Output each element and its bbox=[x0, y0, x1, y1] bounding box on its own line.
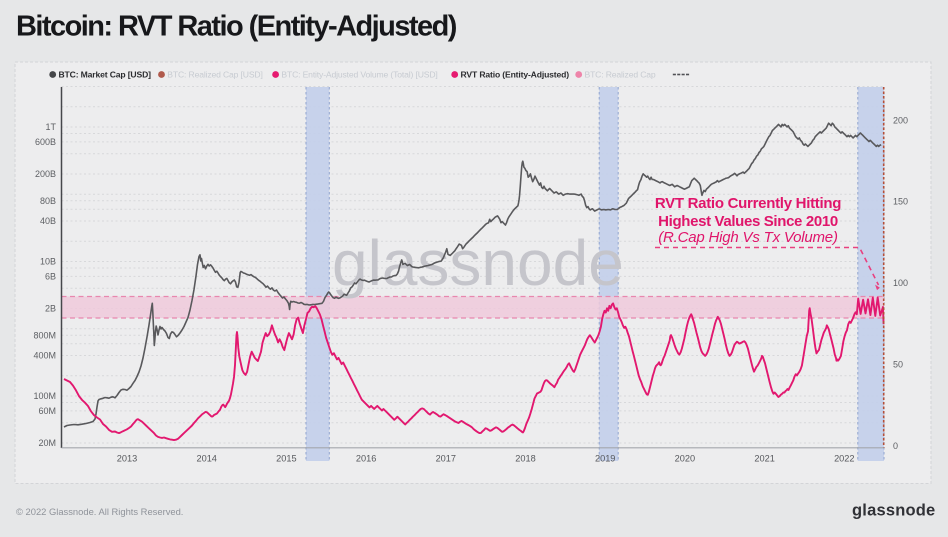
svg-text:100: 100 bbox=[893, 278, 908, 288]
svg-text:BTC: Realized Cap: BTC: Realized Cap bbox=[585, 70, 656, 80]
svg-text:2014: 2014 bbox=[196, 454, 216, 464]
svg-text:RVT Ratio (Entity-Adjusted): RVT Ratio (Entity-Adjusted) bbox=[461, 70, 570, 80]
svg-text:2017: 2017 bbox=[436, 454, 456, 464]
svg-text:glassnode: glassnode bbox=[852, 502, 935, 520]
svg-text:50: 50 bbox=[893, 360, 903, 370]
svg-text:glassnode: glassnode bbox=[332, 227, 624, 299]
svg-text:Bitcoin: RVT Ratio (Entity-Adj: Bitcoin: RVT Ratio (Entity-Adjusted) bbox=[16, 11, 457, 43]
svg-text:2019: 2019 bbox=[595, 454, 615, 464]
svg-text:RVT Ratio Currently Hitting: RVT Ratio Currently Hitting bbox=[655, 195, 841, 212]
svg-text:2018: 2018 bbox=[515, 454, 535, 464]
svg-text:2022: 2022 bbox=[834, 454, 854, 464]
svg-text:2020: 2020 bbox=[675, 454, 695, 464]
svg-text:BTC: Market Cap [USD]: BTC: Market Cap [USD] bbox=[59, 70, 152, 80]
svg-text:© 2022 Glassnode. All Rights R: © 2022 Glassnode. All Rights Reserved. bbox=[16, 506, 183, 517]
svg-text:2015: 2015 bbox=[276, 454, 296, 464]
svg-text:200: 200 bbox=[893, 116, 908, 126]
svg-text:80B: 80B bbox=[40, 196, 56, 206]
svg-text:2021: 2021 bbox=[754, 454, 774, 464]
svg-text:400M: 400M bbox=[33, 351, 56, 361]
svg-text:BTC: Realized Cap [USD]: BTC: Realized Cap [USD] bbox=[167, 70, 262, 80]
svg-text:10B: 10B bbox=[40, 257, 56, 267]
svg-text:60M: 60M bbox=[38, 406, 56, 416]
svg-text:2016: 2016 bbox=[356, 454, 376, 464]
svg-text:(R.Cap High Vs Tx Volume): (R.Cap High Vs Tx Volume) bbox=[658, 229, 838, 246]
svg-text:2B: 2B bbox=[45, 304, 56, 314]
svg-text:100M: 100M bbox=[33, 391, 56, 401]
svg-text:600B: 600B bbox=[35, 137, 56, 147]
svg-text:20M: 20M bbox=[38, 438, 56, 448]
svg-text:2013: 2013 bbox=[117, 454, 137, 464]
svg-text:200B: 200B bbox=[35, 169, 56, 179]
svg-text:40B: 40B bbox=[40, 216, 56, 226]
svg-text:0: 0 bbox=[893, 441, 898, 451]
svg-text:1T: 1T bbox=[45, 122, 56, 132]
svg-text:800M: 800M bbox=[33, 330, 56, 340]
svg-text:BTC: Entity-Adjusted Volume (T: BTC: Entity-Adjusted Volume (Total) [USD… bbox=[281, 70, 437, 80]
svg-text:6B: 6B bbox=[45, 271, 56, 281]
svg-text:150: 150 bbox=[893, 197, 908, 207]
svg-text:Highest Values Since 2010: Highest Values Since 2010 bbox=[658, 213, 838, 230]
